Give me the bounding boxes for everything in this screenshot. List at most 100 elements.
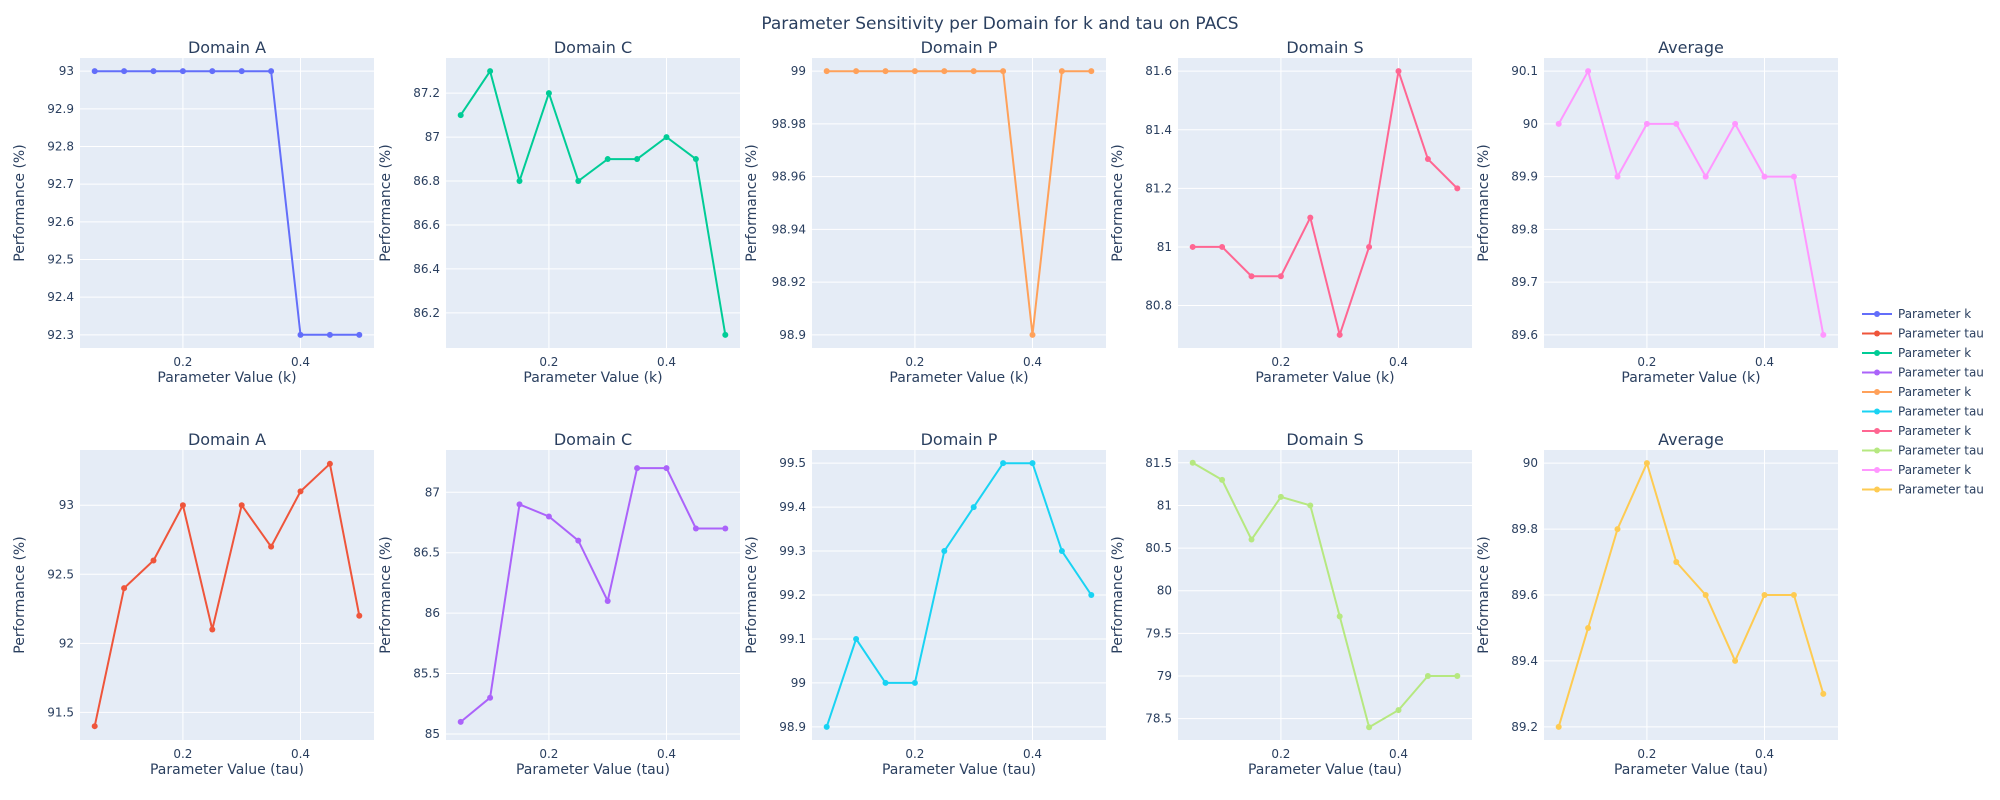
data-point <box>1189 243 1196 250</box>
data-point <box>692 525 699 532</box>
data-point <box>1820 690 1827 697</box>
data-point <box>1555 723 1562 730</box>
data-point <box>516 178 523 185</box>
y-tick-label: 92.6 <box>47 215 74 229</box>
y-tick-label: 93 <box>59 498 74 512</box>
data-point <box>209 68 216 75</box>
data-point <box>575 537 582 544</box>
legend-item[interactable]: Parameter tau <box>1862 366 1984 380</box>
data-point <box>268 68 275 75</box>
y-tick-label: 92.4 <box>47 290 74 304</box>
y-tick-label: 86.5 <box>413 546 440 560</box>
y-tick-label: 99.5 <box>779 456 806 470</box>
data-point <box>911 679 918 686</box>
data-point <box>1277 273 1284 280</box>
legend-swatch-marker <box>1874 369 1880 376</box>
x-axis-label: Parameter Value (k) <box>1621 370 1760 386</box>
y-tick-label: 98.94 <box>772 222 806 236</box>
data-point <box>121 585 128 592</box>
subplot-3: 98.9 98.92 98.94 98.96 98.98 99 0.2 0.4 Domain P… <box>744 38 1106 386</box>
data-point <box>1248 536 1255 543</box>
legend-item[interactable]: Parameter k <box>1862 463 1971 477</box>
legend-label: Parameter k <box>1898 307 1971 321</box>
legend-item[interactable]: Parameter k <box>1862 307 1971 321</box>
y-tick-label: 98.92 <box>772 275 806 289</box>
legend-swatch-marker <box>1874 486 1880 493</box>
legend-item[interactable]: Parameter tau <box>1862 327 1984 341</box>
y-tick-label: 91.5 <box>47 705 74 719</box>
subplot-title: Domain C <box>554 38 632 57</box>
data-point <box>1643 120 1650 127</box>
series-line <box>825 462 1093 728</box>
x-tick-label: 0.2 <box>539 355 558 369</box>
data-point <box>1088 68 1095 75</box>
subplot-title: Average <box>1658 38 1724 57</box>
y-tick-label: 80.8 <box>1145 299 1172 313</box>
subplot-grid: 92.3 92.4 92.5 92.6 92.7 92.8 92.9 93 0.2 0.4 Doma… <box>12 38 1838 778</box>
data-point <box>1219 476 1226 483</box>
data-point <box>1585 68 1592 75</box>
subplot-title: Domain A <box>188 430 266 449</box>
x-axis-label: Parameter Value (tau) <box>516 762 670 778</box>
data-point <box>1454 673 1461 680</box>
legend-item[interactable]: Parameter tau <box>1862 444 1984 458</box>
plot-area <box>80 58 374 348</box>
y-axis-label: Performance (%) <box>378 536 394 653</box>
data-point <box>1454 185 1461 192</box>
x-tick-label: 0.4 <box>657 747 676 761</box>
y-tick-label: 98.9 <box>779 720 806 734</box>
series-line <box>826 70 1092 335</box>
legend-item[interactable]: Parameter k <box>1862 385 1971 399</box>
data-point <box>1585 624 1592 631</box>
data-point <box>1761 592 1768 598</box>
data-point <box>1761 173 1768 180</box>
legend: Parameter k Parameter tau Parameter k Param… <box>1862 307 1984 497</box>
data-point <box>1307 214 1314 221</box>
y-tick-label: 99.3 <box>779 544 806 558</box>
data-point <box>722 525 729 532</box>
y-tick-label: 92.7 <box>47 177 74 191</box>
x-tick-label: 0.2 <box>905 747 924 761</box>
data-point <box>356 612 363 619</box>
series-line <box>1192 70 1459 339</box>
data-point <box>297 331 304 338</box>
y-tick-label: 89.4 <box>1511 654 1538 668</box>
legend-item[interactable]: Parameter k <box>1862 346 1971 360</box>
data-point <box>1790 173 1797 180</box>
data-point <box>91 68 98 75</box>
y-tick-label: 89.2 <box>1511 720 1538 734</box>
legend-swatch-marker <box>1874 447 1880 454</box>
plot-area <box>1544 58 1838 348</box>
subplot-8: 98.9 99 99.1 99.2 99.3 99.4 99.5 0.2 0.4 Domain P… <box>744 430 1106 778</box>
y-tick-label: 92.5 <box>47 252 74 266</box>
data-point <box>1614 526 1621 533</box>
x-tick-label: 0.2 <box>1271 355 1290 369</box>
data-point <box>1702 173 1709 180</box>
subplot-title: Domain P <box>921 38 998 57</box>
x-tick-label: 0.4 <box>1389 747 1408 761</box>
data-point <box>575 178 582 185</box>
data-point <box>179 68 186 75</box>
data-point <box>970 504 977 511</box>
y-tick-label: 98.96 <box>772 170 806 184</box>
data-point <box>457 718 464 725</box>
subplot-title: Domain S <box>1286 38 1363 57</box>
data-point <box>1189 459 1196 466</box>
x-axis-label: Parameter Value (tau) <box>150 762 304 778</box>
plot-area <box>1178 58 1472 348</box>
y-tick-label: 89.9 <box>1511 170 1538 184</box>
legend-label: Parameter k <box>1898 463 1971 477</box>
legend-swatch-marker <box>1874 311 1880 317</box>
data-point <box>1614 173 1621 180</box>
legend-item[interactable]: Parameter k <box>1862 424 1971 438</box>
data-point <box>1732 657 1739 664</box>
y-tick-label: 81.2 <box>1145 181 1172 195</box>
legend-swatch-marker <box>1874 350 1880 356</box>
legend-item[interactable]: Parameter tau <box>1862 483 1984 497</box>
legend-item[interactable]: Parameter tau <box>1862 405 1984 419</box>
series-line <box>460 467 726 723</box>
data-point <box>1424 673 1431 680</box>
y-tick-label: 99.4 <box>779 500 806 514</box>
data-point <box>326 331 333 338</box>
